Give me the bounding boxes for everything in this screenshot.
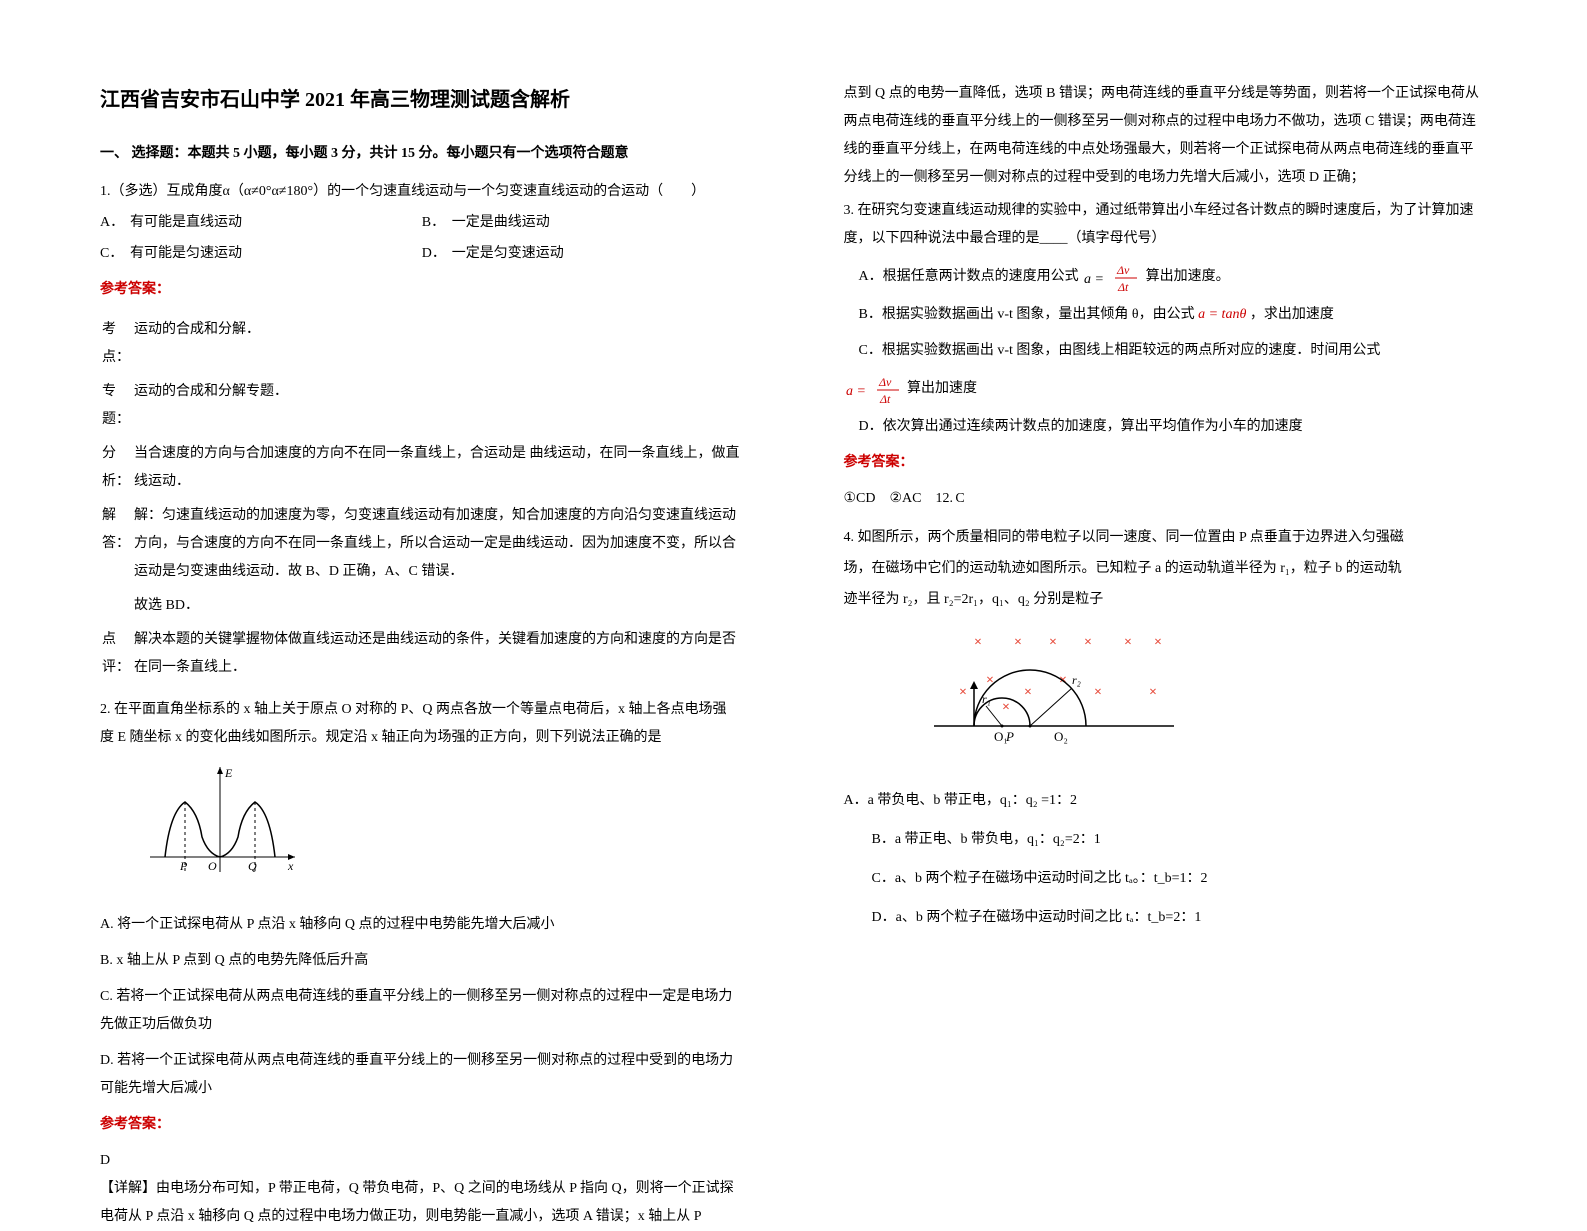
svg-text:Δt: Δt xyxy=(1117,280,1129,293)
q4: 4. 如图所示，两个质量相同的带电粒子以同一速度、同一位置由 P 点垂直于边界进… xyxy=(844,523,1488,933)
q4-stem2: 场，在磁场中它们的运动轨迹如图所示。已知粒子 a 的运动轨道半径为 r₁，粒子 … xyxy=(844,554,1488,585)
svg-text:×: × xyxy=(959,685,967,700)
svg-text:r₂: r₂ xyxy=(1072,673,1081,687)
page-title: 江西省吉安市石山中学 2021 年高三物理测试题含解析 xyxy=(100,80,744,120)
section-1-title: 一、 选择题：本题共 5 小题，每小题 3 分，共计 15 分。每小题只有一个选… xyxy=(100,140,744,168)
q2-detail2: 点到 Q 点的电势一直降低，选项 B 错误；两电荷连线的垂直平分线是等势面，则若… xyxy=(844,80,1488,192)
q2-stem2: 度 E 随坐标 x 的变化曲线如图所示。规定沿 x 轴正向为场强的正方向，则下列… xyxy=(100,724,744,752)
q2-opt-A: A. 将一个正试探电荷从 P 点沿 x 轴移向 Q 点的过程中电势能先增大后减小 xyxy=(100,911,744,939)
q1-opt-B: B．一定是曲线运动 xyxy=(422,209,744,237)
q2-answer: D xyxy=(100,1147,744,1175)
q2-opt-D: D. 若将一个正试探电荷从两点电荷连线的垂直平分线上的一侧移至另一侧对称点的过程… xyxy=(100,1047,744,1103)
q3-answer: ①CD ②AC 12. C xyxy=(844,485,1488,513)
q3-opt-C-formula-row: a = Δv Δt 算出加速度 xyxy=(844,373,1488,405)
svg-text:×: × xyxy=(1049,635,1057,650)
q4-opt-A: A．a 带负电、b 带正电，q₁：q₂ =1：2 xyxy=(844,786,1488,817)
formula-tan: a = tanθ xyxy=(1198,307,1250,322)
q3-opt-C-pre: C．根据实验数据画出 v-t 图象，由图线上相距较远的两点所对应的速度．时间用公… xyxy=(844,337,1488,365)
q4-opt-C: C．a、b 两个粒子在磁场中运动时间之比 tₐ。：t_b=1：2 xyxy=(844,864,1488,895)
q3: 3. 在研究匀变速直线运动规律的实验中，通过纸带算出小车经过各计数点的瞬时速度后… xyxy=(844,197,1488,513)
q2-answer-label: 参考答案： xyxy=(100,1111,744,1139)
axis-label-x: x xyxy=(287,859,294,873)
q4-stem1: 4. 如图所示，两个质量相同的带电粒子以同一速度、同一位置由 P 点垂直于边界进… xyxy=(844,523,1488,554)
right-column: 点到 Q 点的电势一直降低，选项 B 错误；两电荷连线的垂直平分线是等势面，则若… xyxy=(794,0,1587,1122)
q3-opt-B: B．根据实验数据画出 v-t 图象，量出其倾角 θ，由公式 a = tanθ ，… xyxy=(844,301,1488,329)
q3-stem: 3. 在研究匀变速直线运动规律的实验中，通过纸带算出小车经过各计数点的瞬时速度后… xyxy=(844,197,1488,253)
formula-a-dv-dt-2: a = Δv Δt xyxy=(844,373,904,405)
svg-text:r₁: r₁ xyxy=(982,692,991,706)
q1: 1.（多选）互成角度α（α≠0°α≠180°）的一个匀速直线运动与一个匀变速直线… xyxy=(100,178,744,686)
svg-text:a =: a = xyxy=(846,384,866,399)
formula-a-dv-dt-1: a = Δv Δt xyxy=(1082,261,1142,293)
q2-stem1: 2. 在平面直角坐标系的 x 轴上关于原点 O 对称的 P、Q 两点各放一个等量… xyxy=(100,696,744,724)
q4-opt-D: D．a、b 两个粒子在磁场中运动时间之比 tₐ：t_b=2：1 xyxy=(844,903,1488,934)
svg-text:×: × xyxy=(1149,685,1157,700)
point-Q: Q xyxy=(248,859,257,873)
point-P: P xyxy=(179,859,188,873)
q2-opt-B: B. x 轴上从 P 点到 Q 点的电势先降低后升高 xyxy=(100,947,744,975)
q3-opt-D: D．依次算出通过连续两计数点的加速度，算出平均值作为小车的加速度 xyxy=(844,413,1488,441)
q1-stem: 1.（多选）互成角度α（α≠0°α≠180°）的一个匀速直线运动与一个匀变速直线… xyxy=(100,178,744,206)
svg-text:×: × xyxy=(1024,685,1032,700)
svg-text:×: × xyxy=(1154,635,1162,650)
q2-detail1: 【详解】由电场分布可知，P 带正电荷，Q 带负电荷，P、Q 之间的电场线从 P … xyxy=(100,1175,744,1231)
q1-answer-label: 参考答案： xyxy=(100,276,744,304)
svg-text:×: × xyxy=(1124,635,1132,650)
q3-answer-label: 参考答案： xyxy=(844,449,1488,477)
q1-opt-C: C．有可能是匀速运动 xyxy=(100,240,422,268)
q4-opt-B: B．a 带正电、b 带负电，q₁：q₂=2：1 xyxy=(844,825,1488,856)
q1-opt-D: D．一定是匀变速运动 xyxy=(422,240,744,268)
q4-chart: ×××××× ×××××× × r₁ r₂ O₁ P O xyxy=(924,626,1184,756)
svg-text:×: × xyxy=(974,635,982,650)
point-O: O xyxy=(208,859,217,873)
q1-opt-A: A．有可能是直线运动 xyxy=(100,209,422,237)
svg-text:×: × xyxy=(1014,635,1022,650)
svg-text:×: × xyxy=(1084,635,1092,650)
q1-options-row1: A．有可能是直线运动 B．一定是曲线运动 xyxy=(100,209,744,237)
svg-text:Δv: Δv xyxy=(878,375,892,389)
q1-analysis: 考点：运动的合成和分解． 专题：运动的合成和分解专题． 分析：当合速度的方向与合… xyxy=(100,312,744,686)
q3-opt-A: A．根据任意两计数点的速度用公式 a = Δv Δt 算出加速度。 xyxy=(844,261,1488,293)
svg-text:×: × xyxy=(1094,685,1102,700)
svg-text:a =: a = xyxy=(1084,272,1104,287)
svg-text:×: × xyxy=(986,673,994,688)
q1-options-row2: C．有可能是匀速运动 D．一定是匀变速运动 xyxy=(100,240,744,268)
q2: 2. 在平面直角坐标系的 x 轴上关于原点 O 对称的 P、Q 两点各放一个等量… xyxy=(100,696,744,1231)
left-column: 江西省吉安市石山中学 2021 年高三物理测试题含解析 一、 选择题：本题共 5… xyxy=(0,0,794,1122)
svg-text:Δt: Δt xyxy=(879,392,891,405)
svg-text:Δv: Δv xyxy=(1116,263,1130,277)
q2-chart: E x P O Q xyxy=(140,762,300,882)
axis-label-E: E xyxy=(224,766,233,780)
svg-text:O₂: O₂ xyxy=(1054,729,1068,744)
q2-opt-C: C. 若将一个正试探电荷从两点电荷连线的垂直平分线上的一侧移至另一侧对称点的过程… xyxy=(100,983,744,1039)
svg-text:×: × xyxy=(1002,700,1010,715)
svg-text:P: P xyxy=(1005,729,1014,744)
q4-stem3: 迹半径为 r₂，且 r₂=2r₁，q₁、q₂ 分别是粒子 xyxy=(844,585,1488,616)
